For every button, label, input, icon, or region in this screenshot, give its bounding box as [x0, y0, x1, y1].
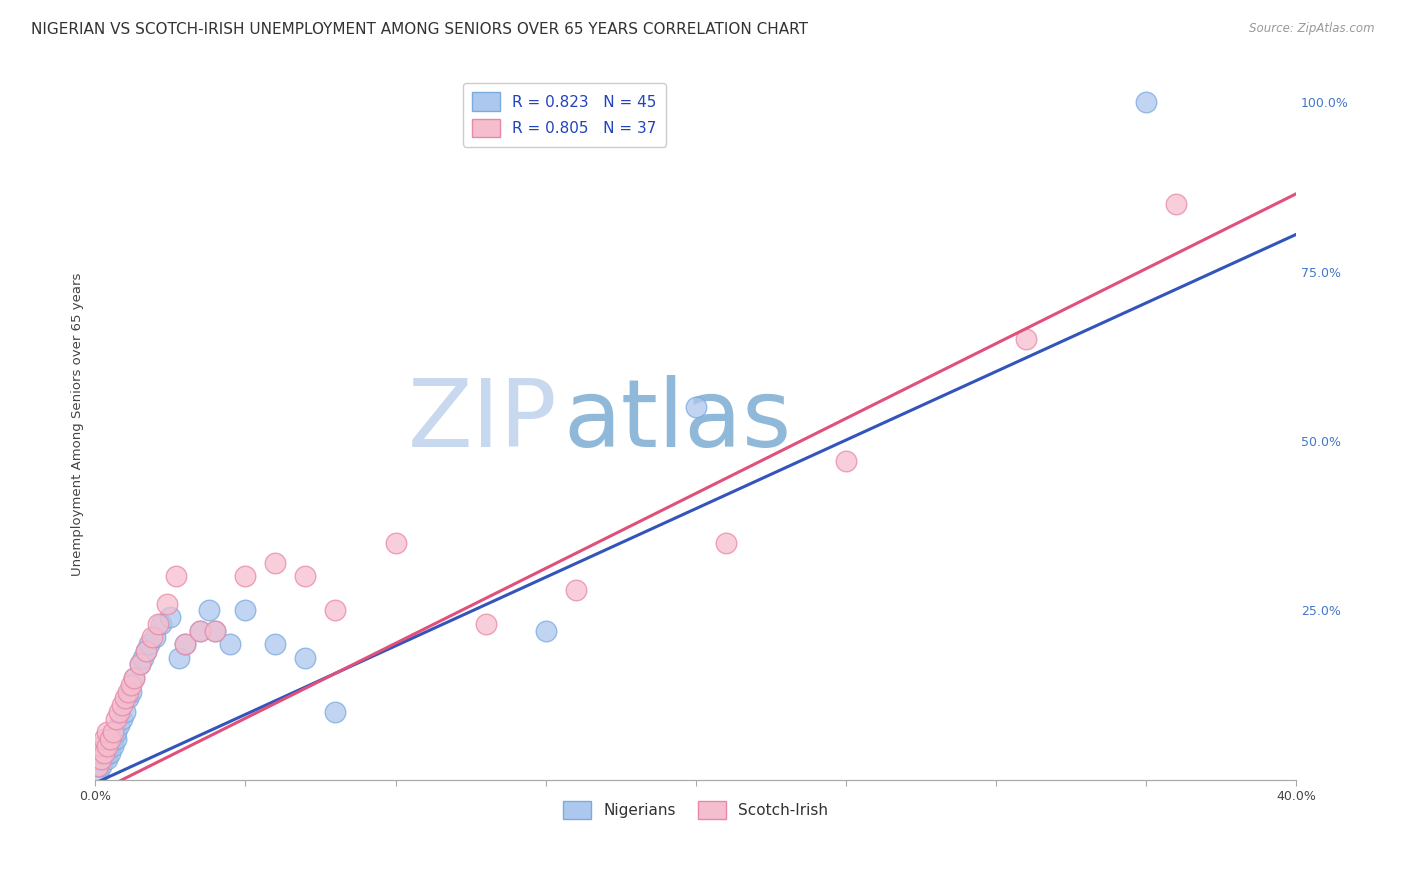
Point [105, 712, 128, 726]
Point [96, 739, 118, 753]
Point [135, 644, 157, 658]
Point [93, 731, 115, 746]
Point [124, 671, 146, 685]
Point [169, 650, 191, 665]
Legend: Nigerians, Scotch-Irish: Nigerians, Scotch-Irish [557, 795, 834, 825]
Point [108, 705, 131, 719]
Point [235, 569, 257, 583]
Text: atlas: atlas [564, 375, 792, 467]
Point [98, 731, 121, 746]
Point [105, 725, 128, 739]
Point [114, 705, 136, 719]
Point [98, 731, 121, 746]
Point [114, 691, 136, 706]
Point [87, 765, 110, 780]
Point [111, 712, 134, 726]
Point [204, 624, 226, 638]
Point [174, 637, 197, 651]
Point [96, 725, 118, 739]
Point [90, 739, 112, 753]
Point [534, 624, 557, 638]
Point [87, 746, 110, 760]
Point [117, 684, 139, 698]
Point [190, 624, 212, 638]
Point [204, 624, 226, 638]
Point [145, 631, 167, 645]
Point [264, 637, 287, 651]
Point [93, 746, 115, 760]
Point [132, 650, 155, 665]
Text: Source: ZipAtlas.com: Source: ZipAtlas.com [1250, 22, 1375, 36]
Text: ZIP: ZIP [408, 375, 558, 467]
Point [87, 759, 110, 773]
Point [198, 603, 221, 617]
Point [150, 616, 173, 631]
Point [135, 644, 157, 658]
Point [1015, 333, 1038, 347]
Point [103, 739, 125, 753]
Point [564, 582, 586, 597]
Point [325, 603, 347, 617]
Point [474, 616, 496, 631]
Point [148, 616, 170, 631]
Point [141, 631, 163, 645]
Point [165, 569, 187, 583]
Text: NIGERIAN VS SCOTCH-IRISH UNEMPLOYMENT AMONG SENIORS OVER 65 YEARS CORRELATION CH: NIGERIAN VS SCOTCH-IRISH UNEMPLOYMENT AM… [31, 22, 808, 37]
Point [129, 657, 152, 672]
Point [98, 739, 121, 753]
Point [294, 650, 316, 665]
Point [117, 691, 139, 706]
Point [90, 746, 112, 760]
Point [93, 739, 115, 753]
Point [87, 752, 110, 766]
Point [1164, 197, 1187, 211]
Point [156, 597, 179, 611]
Point [1135, 95, 1157, 110]
Point [685, 400, 707, 414]
Point [384, 535, 406, 549]
Point [190, 624, 212, 638]
Point [90, 752, 112, 766]
Point [835, 454, 858, 468]
Point [96, 752, 118, 766]
Point [105, 731, 128, 746]
Point [96, 746, 118, 760]
Point [108, 718, 131, 732]
Point [93, 746, 115, 760]
Point [159, 610, 181, 624]
Point [714, 535, 737, 549]
Point [87, 759, 110, 773]
Point [264, 556, 287, 570]
Point [120, 684, 142, 698]
Point [138, 637, 160, 651]
Point [98, 746, 121, 760]
Point [294, 569, 316, 583]
Y-axis label: Unemployment Among Seniors over 65 years: Unemployment Among Seniors over 65 years [72, 272, 84, 575]
Point [90, 759, 112, 773]
Point [93, 752, 115, 766]
Point [120, 678, 142, 692]
Point [103, 725, 125, 739]
Point [96, 739, 118, 753]
Point [174, 637, 197, 651]
Point [111, 698, 134, 712]
Point [235, 603, 257, 617]
Point [103, 731, 125, 746]
Point [90, 752, 112, 766]
Point [129, 657, 152, 672]
Point [325, 705, 347, 719]
Point [219, 637, 242, 651]
Point [124, 671, 146, 685]
